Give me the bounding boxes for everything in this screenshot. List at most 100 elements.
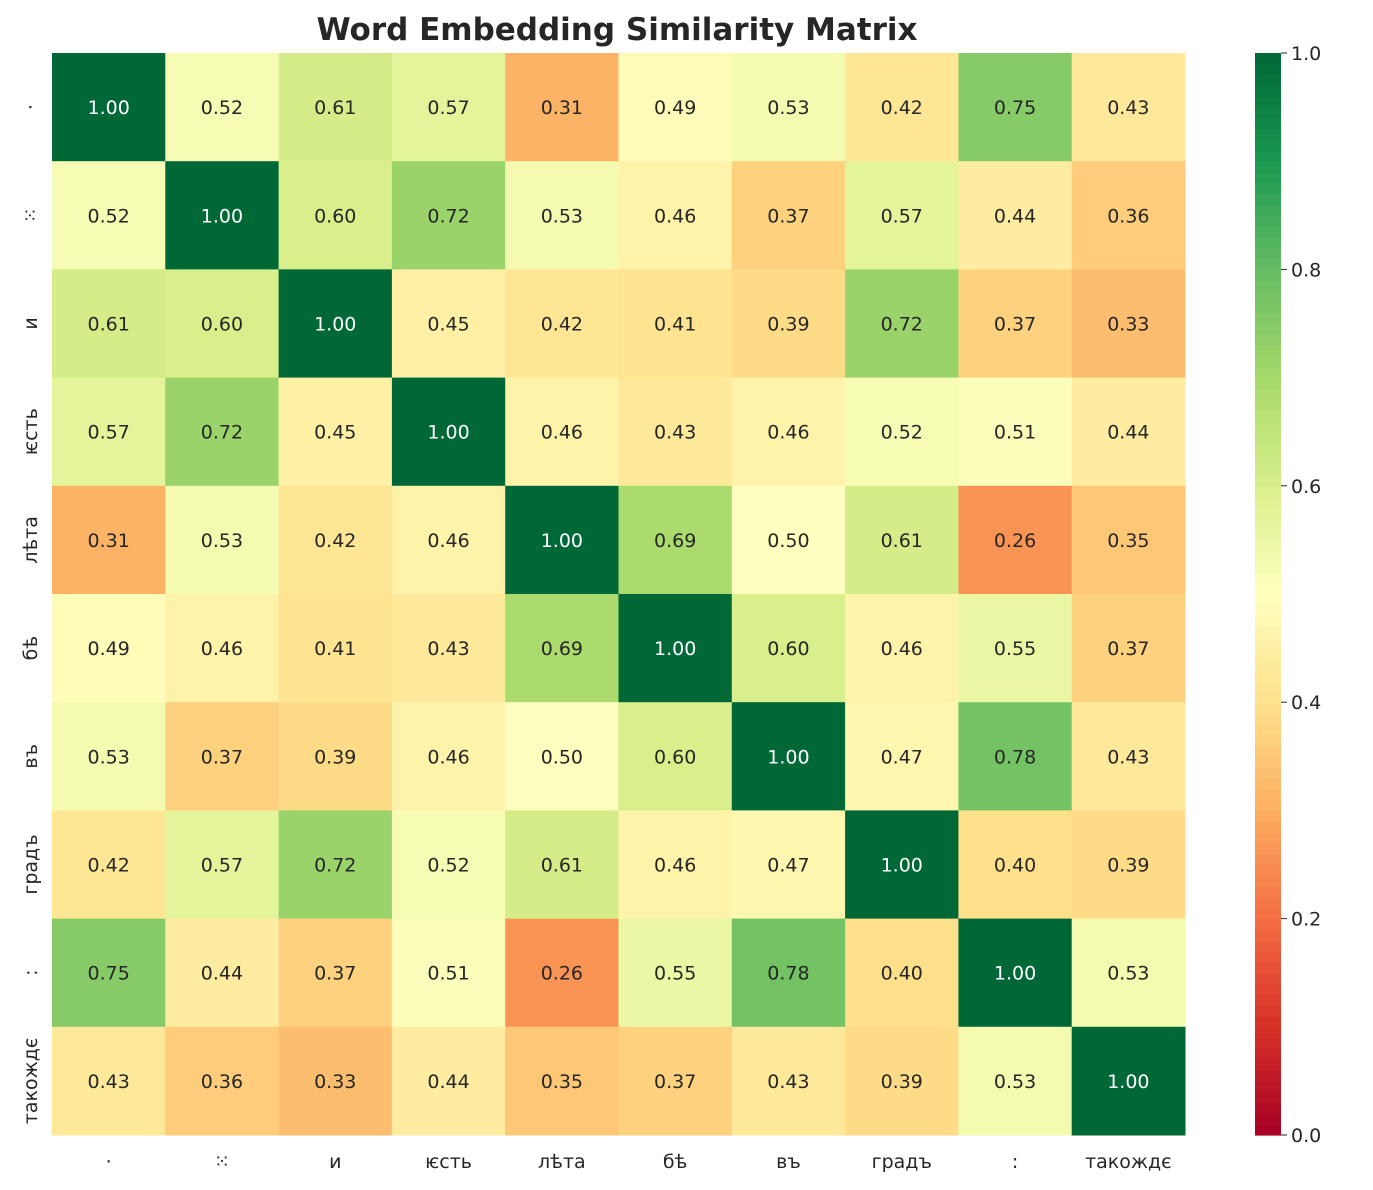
colorbar-segment [1255,1015,1281,1028]
cell-value-label: 1.00 [767,746,809,768]
cell-value-label: 0.33 [314,1071,356,1093]
heatmap-cell [505,161,619,270]
colorbar-segment [1255,615,1281,628]
x-tick-label: градъ [872,1151,932,1173]
heatmap-cell [958,594,1073,703]
colorbar-segment [1255,215,1281,227]
cell-value-label: 0.50 [541,746,583,768]
cell-value-label: 0.51 [427,963,469,985]
colorbar-tick-label: 0.8 [1291,259,1321,281]
colorbar-segment [1255,940,1281,952]
heatmap-cell [958,810,1073,920]
cell-value-label: 0.41 [654,314,696,336]
heatmap-cell [165,269,280,379]
y-tick-label: и [20,317,42,329]
heatmap-cell [505,53,619,162]
cell-value-label: 0.53 [1107,963,1149,985]
heatmap-cell [391,485,506,595]
x-tick-label: : [1012,1151,1018,1173]
cell-value-label: 0.55 [654,963,696,985]
cell-value-label: 0.40 [994,855,1036,877]
heatmap-cell [391,594,506,703]
cell-value-label: 0.36 [201,1071,243,1093]
heatmap-cell [958,918,1073,1028]
cell-value-label: 0.53 [201,530,243,552]
colorbar-segment [1255,832,1281,844]
cell-value-label: 0.57 [881,205,923,227]
cell-value-label: 0.44 [1107,422,1149,444]
cell-value-label: 0.33 [1107,314,1149,336]
colorbar-segment [1255,1113,1281,1125]
heatmap-cell [52,377,166,487]
cell-value-label: 1.00 [201,205,243,227]
colorbar-segment [1255,896,1281,909]
colorbar-segment [1255,1048,1281,1060]
y-tick-label: бѣ [20,636,42,660]
heatmap-cell [958,377,1073,487]
cell-value-label: 0.26 [994,530,1036,552]
colorbar-segment [1255,323,1281,335]
colorbar-segment [1255,799,1281,811]
heatmap-cell [731,269,846,379]
cell-value-label: 0.37 [314,963,356,985]
colorbar-segment [1255,680,1281,692]
colorbar-segment [1255,691,1281,703]
heatmap-cell [958,485,1073,595]
heatmap-cell [52,810,166,920]
cell-value-label: 0.43 [654,422,696,444]
colorbar-segment [1255,842,1281,855]
x-tick-label: лѣта [538,1151,586,1173]
colorbar-segment [1255,713,1281,725]
colorbar-segment [1255,669,1281,682]
colorbar-segment [1255,918,1281,931]
heatmap-cell [52,918,166,1028]
heatmap-cell [618,702,733,811]
cell-value-label: 0.42 [881,97,923,119]
heatmap-cell [278,377,393,487]
colorbar-segment [1255,961,1281,974]
colorbar-segment [1255,810,1281,822]
heatmap-cell [1071,810,1186,920]
heatmap-cell [845,594,959,703]
cell-value-label: 1.00 [654,638,696,660]
cell-value-label: 0.53 [541,205,583,227]
colorbar-segment [1255,1102,1281,1114]
cell-value-label: 0.46 [654,205,696,227]
cell-value-label: 0.39 [1107,855,1149,877]
colorbar-segment [1255,226,1281,238]
heatmap-cell [505,702,619,811]
heatmap-cell [52,161,166,270]
colorbar-tick-label: 0.0 [1291,1125,1321,1147]
cell-value-label: 0.46 [767,422,809,444]
colorbar-segment [1255,550,1281,563]
colorbar-segment [1255,658,1281,671]
colorbar-segment [1255,258,1281,270]
colorbar-segment [1255,723,1281,736]
cell-value-label: 1.00 [1107,1071,1149,1093]
colorbar-segment [1255,572,1281,584]
colorbar-segment [1255,247,1281,260]
cell-value-label: 0.37 [767,205,809,227]
cell-value-label: 0.43 [87,1071,129,1093]
cell-value-label: 1.00 [427,422,469,444]
colorbar-segment [1255,1091,1281,1104]
cell-value-label: 0.37 [201,746,243,768]
colorbar-segment [1255,150,1281,162]
colorbar-segment [1255,474,1281,487]
colorbar-segment [1255,875,1281,887]
colorbar-segment [1255,604,1281,617]
x-tick-label: · [106,1151,112,1173]
heatmap-cell [1071,1026,1186,1136]
y-tick-label: ⁙ [20,207,42,223]
colorbar-segment [1255,431,1281,444]
colorbar-segment [1255,1070,1281,1082]
heatmap-cell [165,53,280,162]
heatmap-cell [1071,702,1186,811]
colorbar-segment [1255,377,1281,390]
colorbar-segment [1255,301,1281,314]
heatmap-cell [165,1026,280,1136]
colorbar-segment [1255,539,1281,552]
heatmap-cell [52,485,166,595]
colorbar-segment [1255,193,1281,206]
colorbar-segment [1255,334,1281,346]
